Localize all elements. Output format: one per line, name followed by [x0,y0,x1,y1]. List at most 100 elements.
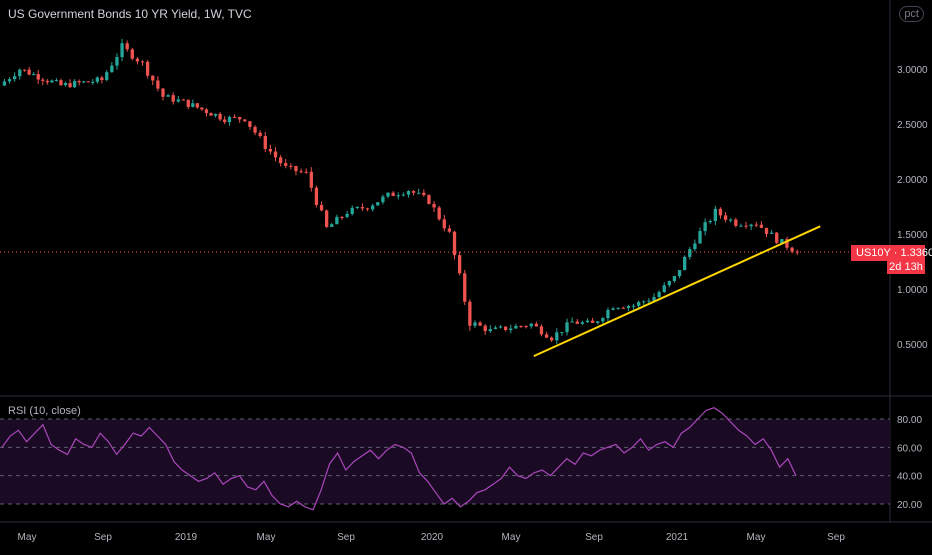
time-tick-label: Sep [585,532,603,543]
candle-body [27,69,31,75]
candle-body [652,296,656,301]
candle-body [795,251,799,253]
candle-body [565,322,569,333]
candle-body [350,207,354,214]
candle-body [258,132,262,136]
candle-body [636,302,641,306]
candle-body [304,171,308,173]
candle-body [739,225,743,227]
candle-body [478,322,482,326]
candle-body [688,249,692,257]
candle-body [309,171,313,188]
rsi-line [1,407,797,511]
candle-body [422,192,426,196]
candle-body [171,95,175,102]
candle-body [100,77,104,81]
candle-body [86,81,90,83]
candle-body [406,191,411,195]
candle-body [544,334,549,338]
candle-body [575,321,579,324]
time-tick-label: Sep [827,532,845,543]
candle-body [54,80,59,82]
candle-body [32,74,36,76]
candle-body [386,192,390,197]
candle-body [642,301,646,303]
candle-body [713,208,718,221]
candle-body [2,81,7,86]
candle-body [82,81,86,83]
candle-body [785,239,789,248]
candle-body [749,224,753,227]
candle-body [504,326,508,331]
candle-body [662,285,666,293]
candle-body [411,191,416,193]
candle-body [790,247,794,252]
candle-body [278,157,283,164]
candle-body [18,69,22,77]
candle-body [130,49,134,59]
candle-body [780,239,784,243]
candle-body [340,216,344,218]
candle-body [371,205,375,210]
candle-body [314,187,319,205]
candle-body [769,232,774,234]
scale-badge[interactable]: pct [899,6,924,22]
rsi-tick-label: 20.00 [897,500,922,511]
candle-body [764,227,769,234]
candle-body [68,83,72,88]
candle-body [744,225,748,227]
candle-body [606,309,610,319]
candle-body [396,195,400,197]
rsi-tick-label: 60.00 [897,443,922,454]
candle-body [151,75,155,81]
candle-body [616,307,620,309]
candle-body [754,224,758,226]
candle-body [590,320,595,323]
candle-body [365,208,370,210]
trendline[interactable] [533,225,821,358]
candle-body [345,213,349,217]
candle-body [529,323,533,327]
time-tick-label: Sep [94,532,112,543]
candle-body [631,305,636,307]
candle-body [120,43,124,58]
rsi-title: RSI (10, close) [8,405,81,417]
candle-body [268,148,273,152]
candle-body [77,81,81,83]
candle-body [672,276,677,281]
candle-body [227,116,232,123]
time-tick-label: May [18,532,37,543]
candle-body [647,300,651,302]
candle-body [483,325,487,332]
candle-body [45,80,49,83]
candle-body [698,231,702,244]
candle-body [63,83,68,86]
candle-body [432,203,436,208]
candle-body [596,321,600,323]
candle-body [401,194,406,196]
candle-body [335,216,339,225]
candle-body [693,243,697,250]
candle-body [72,81,77,88]
price-tick-label: 3.0000 [897,65,928,76]
price-tag-symbol: US10Y [856,247,891,259]
candle-body [324,210,329,227]
candle-body [218,113,222,120]
candle-body [140,61,145,63]
candle-body [166,95,170,97]
candle-body [135,58,140,62]
candle-body [105,72,109,81]
price-tag-separator: · [893,247,901,259]
candle-body [95,77,100,82]
candle-body [657,292,661,297]
candle-body [50,80,54,83]
candle-body [437,207,441,220]
candle-body [524,326,528,328]
candle-body [186,99,190,107]
candle-body [463,273,467,302]
candle-body [213,113,218,116]
candle-body [381,196,385,203]
candle-body [703,222,707,232]
candle-body [534,323,539,327]
candle-body [110,65,114,73]
